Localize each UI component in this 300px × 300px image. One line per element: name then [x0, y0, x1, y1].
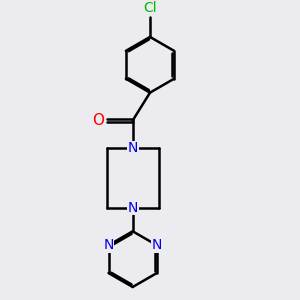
Text: N: N: [152, 238, 162, 252]
Text: N: N: [128, 201, 138, 215]
Text: Cl: Cl: [143, 1, 157, 15]
Text: N: N: [128, 141, 138, 155]
Text: O: O: [92, 113, 104, 128]
Text: N: N: [103, 238, 114, 252]
